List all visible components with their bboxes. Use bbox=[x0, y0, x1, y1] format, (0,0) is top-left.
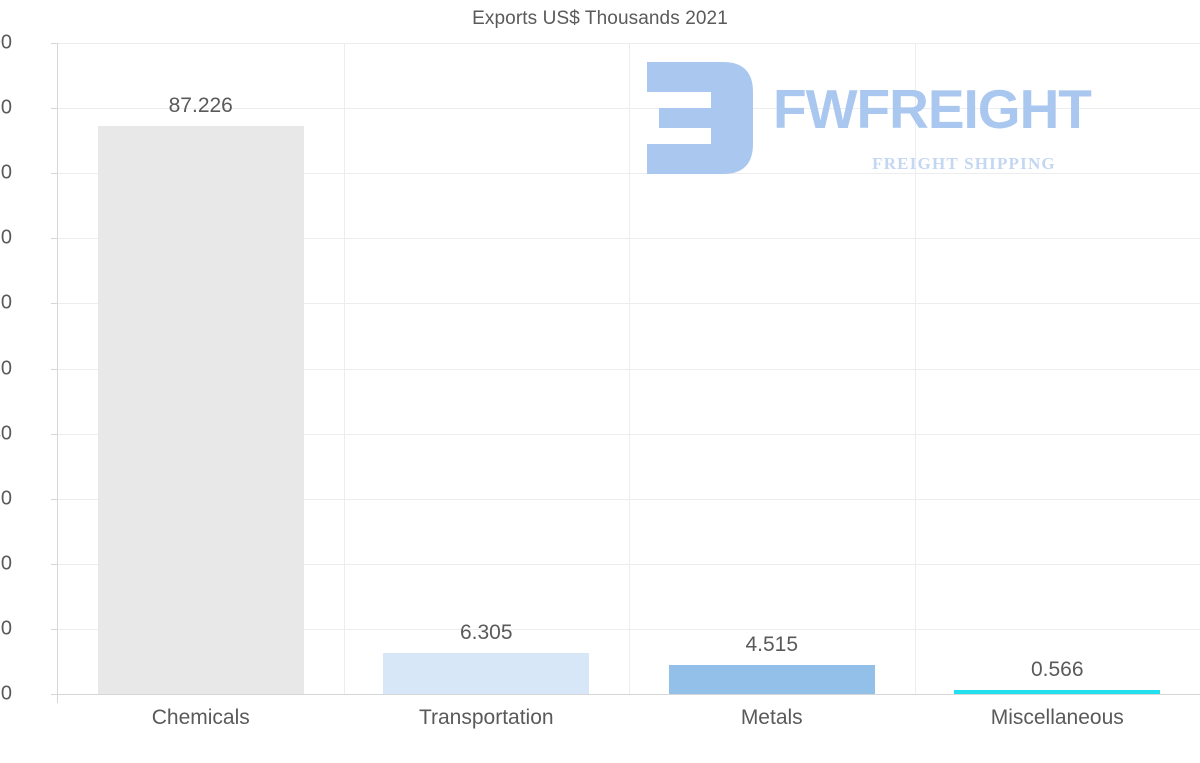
y-tick-label: 80 bbox=[0, 161, 12, 184]
y-tick-mark bbox=[51, 628, 58, 630]
bar-value-label: 0.566 bbox=[1030, 658, 1084, 681]
x-tick-label-miscellaneous: Miscellaneous bbox=[990, 706, 1124, 729]
y-tick-mark bbox=[51, 563, 58, 565]
y-tick-mark bbox=[51, 694, 58, 695]
y-axis-line bbox=[57, 43, 58, 703]
y-tick-label: 90 bbox=[0, 96, 12, 119]
bar-value-label: 87.226 bbox=[168, 94, 233, 118]
y-tick-mark bbox=[51, 43, 58, 44]
y-tick-label: 30 bbox=[0, 487, 12, 510]
bar-transportation[interactable] bbox=[383, 652, 590, 694]
y-tick-label: 60 bbox=[0, 291, 12, 314]
y-tick-label: 40 bbox=[0, 422, 12, 445]
y-tick-label: 50 bbox=[0, 357, 12, 379]
bar-metals[interactable] bbox=[668, 664, 875, 694]
y-tick-mark bbox=[51, 368, 58, 370]
y-tick-mark bbox=[51, 303, 58, 305]
x-tick-label-chemicals: Chemicals bbox=[151, 706, 250, 729]
chart-title: Exports US$ Thousands 2021 bbox=[472, 8, 728, 29]
x-tick-label-metals: Metals bbox=[740, 706, 803, 729]
y-tick-mark bbox=[51, 108, 58, 110]
y-tick-mark bbox=[51, 498, 58, 500]
bar-miscellaneous[interactable] bbox=[954, 690, 1161, 694]
y-tick-mark bbox=[51, 238, 58, 240]
x-tick-label-transportation: Transportation bbox=[418, 706, 554, 729]
gridline-horizontal bbox=[58, 694, 1200, 695]
y-tick-mark bbox=[51, 433, 58, 435]
y-tick-label: 70 bbox=[0, 226, 12, 249]
y-tick-label: 100 bbox=[0, 31, 12, 54]
y-tick-label: 0 bbox=[0, 682, 12, 705]
bar-chemicals[interactable] bbox=[97, 126, 304, 694]
y-tick-mark bbox=[51, 173, 58, 175]
bar-value-label: 4.515 bbox=[745, 632, 799, 656]
y-tick-label: 10 bbox=[0, 617, 12, 640]
gridline-vertical bbox=[629, 43, 630, 694]
bar-value-label: 6.305 bbox=[459, 620, 513, 644]
gridline-vertical bbox=[344, 43, 345, 694]
gridline-vertical bbox=[915, 43, 916, 694]
y-tick-label: 20 bbox=[0, 552, 12, 575]
plot-area: 0 10 20 30 40 50 60 70 80 90 100 87.226 6.305 4.515 0… bbox=[0, 32, 1200, 705]
